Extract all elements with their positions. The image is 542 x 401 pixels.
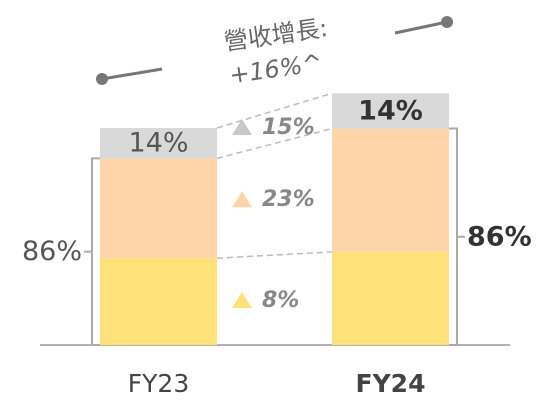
bar-segment	[332, 128, 449, 252]
decor-line	[101, 67, 163, 81]
x-tick-label: FY23	[128, 369, 189, 398]
subtotal-label: 86%	[22, 236, 82, 267]
growth-value: 15%	[262, 115, 315, 140]
data-label: 14%	[358, 95, 423, 126]
decor-dot	[96, 73, 108, 85]
bar-segment	[332, 93, 449, 129]
decor-dot	[441, 16, 453, 28]
growth-value: 23%	[262, 187, 315, 212]
bar-segment	[100, 158, 217, 259]
growth-label: +16%^	[228, 49, 325, 90]
connector	[216, 92, 333, 129]
bar-segment	[100, 258, 217, 345]
x-tick-label: FY24	[356, 369, 426, 398]
decor-line	[394, 20, 448, 35]
bracket	[91, 157, 100, 346]
growth-triangle	[232, 191, 252, 208]
bar-segment	[332, 251, 449, 345]
data-label: 14%	[128, 128, 188, 159]
bracket	[449, 127, 458, 346]
growth-triangle	[232, 292, 252, 309]
bar-segment	[100, 128, 217, 159]
connector	[216, 251, 333, 259]
subtotal-label: 86%	[467, 221, 532, 252]
growth-triangle	[232, 119, 252, 136]
growth-value: 8%	[262, 288, 299, 313]
